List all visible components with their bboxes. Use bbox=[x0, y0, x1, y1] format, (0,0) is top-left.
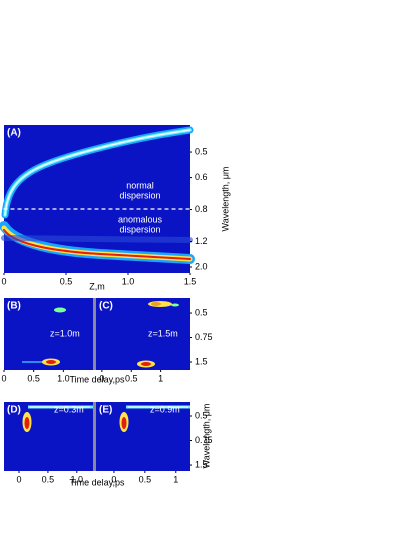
x-tick-label: 0 bbox=[111, 474, 116, 484]
y-tick-label: 0.8 bbox=[195, 204, 208, 214]
x-tick-label: 1 bbox=[158, 373, 163, 383]
annotation: dispersion bbox=[119, 224, 160, 234]
annotation: z=1.5m bbox=[148, 328, 178, 338]
y-tick-label: 0.75 bbox=[195, 435, 213, 445]
annotation: dispersion bbox=[119, 190, 160, 200]
y-tick-label: 0.5 bbox=[195, 410, 208, 420]
y-tick-label: 0.75 bbox=[195, 332, 213, 342]
panel-label: (C) bbox=[99, 301, 113, 312]
panel-label: (E) bbox=[99, 405, 112, 416]
annotation: z=0.9m bbox=[150, 404, 180, 414]
y-tick-label: 0.6 bbox=[195, 172, 208, 182]
panel-bg bbox=[4, 402, 93, 471]
panel-bg bbox=[96, 298, 190, 370]
x-tick-label: 0 bbox=[99, 373, 104, 383]
panel-label: (A) bbox=[7, 128, 21, 139]
x-tick-label: 0.5 bbox=[125, 373, 138, 383]
x-tick-label: 1.0 bbox=[57, 373, 70, 383]
x-axis-title: Z,m bbox=[89, 281, 105, 291]
annotation: z=0.3m bbox=[54, 404, 84, 414]
x-axis-title: Time delay,ps bbox=[69, 374, 125, 384]
x-tick-label: 0.5 bbox=[42, 474, 55, 484]
panel-label: (B) bbox=[7, 301, 21, 312]
x-axis-title: Time delay,ps bbox=[69, 477, 125, 487]
annotation: z=1.0m bbox=[50, 328, 80, 338]
x-tick-label: 1.5 bbox=[184, 276, 197, 286]
annotation: anomalous bbox=[118, 214, 163, 224]
annotation: normal bbox=[126, 180, 154, 190]
x-tick-label: 1 bbox=[173, 474, 178, 484]
x-tick-label: 0 bbox=[17, 474, 22, 484]
y-tick-label: 1.5 bbox=[195, 459, 208, 469]
heatmap-features bbox=[22, 301, 190, 432]
y-axis-title: Wavelength, μm bbox=[220, 167, 230, 232]
x-tick-label: 0 bbox=[1, 276, 6, 286]
x-tick-label: 0.5 bbox=[139, 474, 152, 484]
y-tick-label: 1.2 bbox=[195, 236, 208, 246]
panel-label: (D) bbox=[7, 405, 21, 416]
x-tick-label: 0.5 bbox=[60, 276, 73, 286]
panel-bg bbox=[96, 402, 190, 471]
y-tick-label: 2.0 bbox=[195, 261, 208, 271]
x-tick-label: 0.5 bbox=[27, 373, 40, 383]
divider bbox=[93, 298, 96, 370]
panel-bg bbox=[4, 298, 93, 370]
y-axis-title: Wavelength, μm bbox=[201, 404, 211, 469]
heatmap-features bbox=[0, 126, 195, 264]
y-tick-label: 1.5 bbox=[195, 356, 208, 366]
y-tick-label: 0.5 bbox=[195, 307, 208, 317]
x-tick-label: 1.0 bbox=[122, 276, 135, 286]
x-tick-label: 1.0 bbox=[71, 474, 84, 484]
divider bbox=[93, 402, 96, 471]
y-tick-label: 0.5 bbox=[195, 146, 208, 156]
x-tick-label: 0 bbox=[1, 373, 6, 383]
